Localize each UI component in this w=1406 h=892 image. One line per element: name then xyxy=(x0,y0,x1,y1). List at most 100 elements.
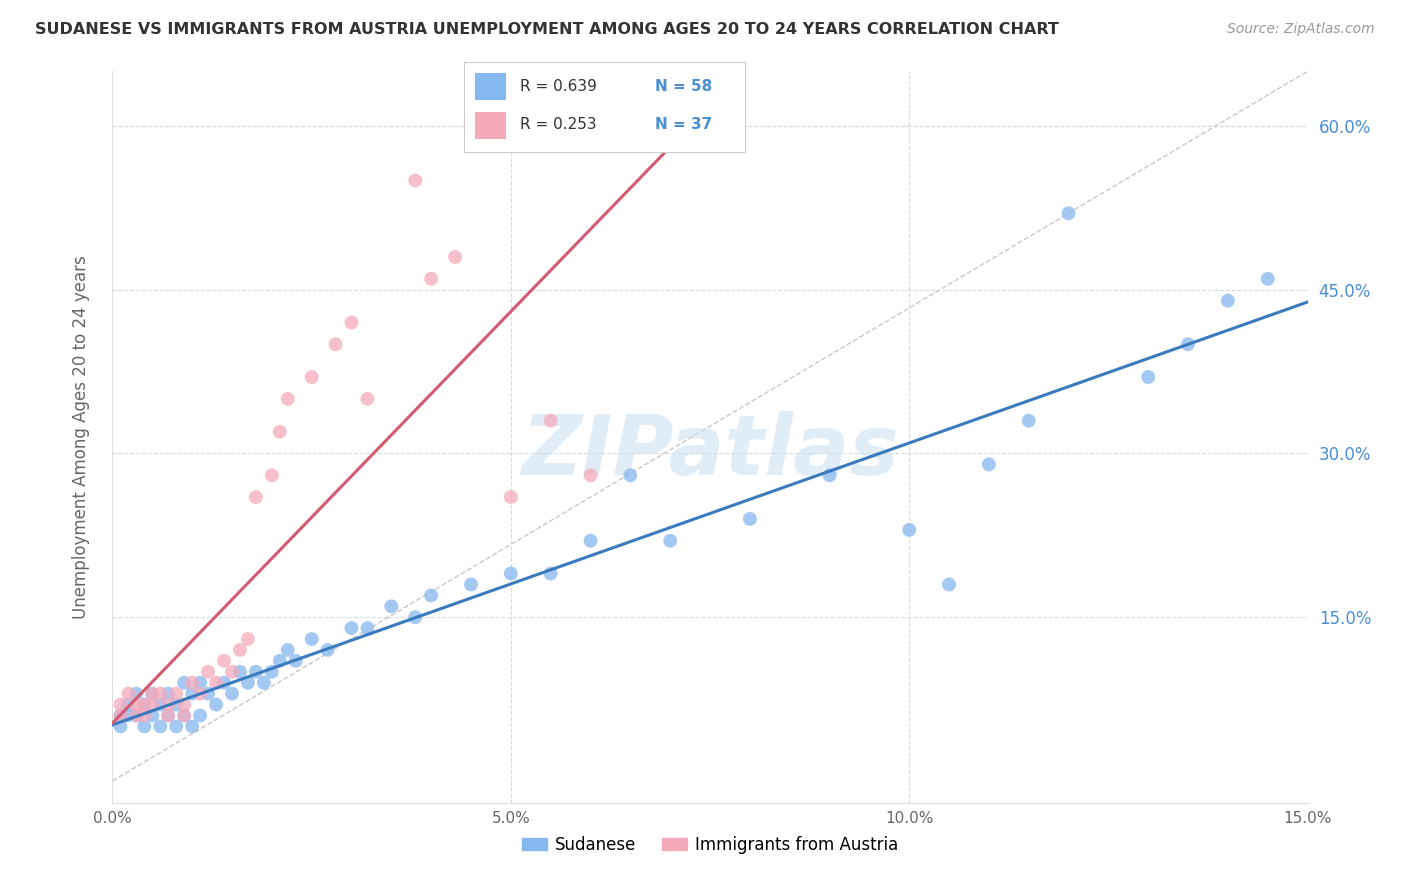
Point xyxy=(898,523,921,537)
Point xyxy=(499,566,522,581)
FancyBboxPatch shape xyxy=(475,73,506,100)
Point xyxy=(134,708,156,723)
Point xyxy=(117,708,139,723)
Point xyxy=(380,599,402,614)
Point xyxy=(1057,206,1080,220)
Point xyxy=(173,708,195,723)
Point xyxy=(165,687,187,701)
Point xyxy=(229,665,252,679)
Point xyxy=(977,458,1000,472)
Point xyxy=(1137,370,1160,384)
Point xyxy=(125,687,148,701)
Point xyxy=(236,632,259,646)
Point xyxy=(1018,414,1040,428)
Point xyxy=(149,687,172,701)
Point xyxy=(165,719,187,733)
Point xyxy=(188,708,211,723)
Point xyxy=(316,643,339,657)
Point xyxy=(579,533,602,548)
Point xyxy=(245,665,267,679)
Point xyxy=(818,468,841,483)
Point xyxy=(141,687,163,701)
Point xyxy=(125,698,148,712)
Point xyxy=(269,425,291,439)
Point xyxy=(420,588,443,602)
Point xyxy=(212,675,235,690)
Point xyxy=(269,654,291,668)
Point xyxy=(301,632,323,646)
Text: R = 0.639: R = 0.639 xyxy=(520,79,598,94)
Point xyxy=(229,643,252,657)
Point xyxy=(420,272,443,286)
Point xyxy=(157,708,180,723)
Point xyxy=(197,665,219,679)
Point xyxy=(284,654,307,668)
Point xyxy=(173,708,195,723)
Point xyxy=(404,610,426,624)
Point xyxy=(1216,293,1239,308)
Point xyxy=(619,468,641,483)
Point xyxy=(1257,272,1279,286)
Point xyxy=(181,719,204,733)
Point xyxy=(356,621,378,635)
Point xyxy=(188,687,211,701)
Point xyxy=(134,698,156,712)
Point xyxy=(236,675,259,690)
Point xyxy=(659,533,682,548)
Point xyxy=(260,468,283,483)
Point xyxy=(157,698,180,712)
Point xyxy=(173,698,195,712)
Point xyxy=(117,687,139,701)
Point xyxy=(444,250,467,264)
Point xyxy=(499,490,522,504)
Point xyxy=(149,698,172,712)
Point xyxy=(277,392,299,406)
Point xyxy=(738,512,761,526)
Point xyxy=(540,566,562,581)
Point xyxy=(197,687,219,701)
Point xyxy=(245,490,267,504)
Point xyxy=(460,577,482,591)
Point xyxy=(157,708,180,723)
Text: N = 37: N = 37 xyxy=(655,118,713,132)
Text: R = 0.253: R = 0.253 xyxy=(520,118,596,132)
Text: Source: ZipAtlas.com: Source: ZipAtlas.com xyxy=(1227,22,1375,37)
Point xyxy=(260,665,283,679)
Point xyxy=(340,621,363,635)
Point xyxy=(325,337,347,351)
Point xyxy=(404,173,426,187)
Point xyxy=(579,468,602,483)
Point xyxy=(181,675,204,690)
Point xyxy=(205,675,228,690)
Point xyxy=(110,698,132,712)
Point xyxy=(141,708,163,723)
Point xyxy=(110,708,132,723)
Legend: Sudanese, Immigrants from Austria: Sudanese, Immigrants from Austria xyxy=(515,829,905,860)
Point xyxy=(149,719,172,733)
Point xyxy=(141,698,163,712)
Point xyxy=(340,315,363,329)
Point xyxy=(221,687,243,701)
Point xyxy=(212,654,235,668)
Point xyxy=(110,708,132,723)
Point xyxy=(125,708,148,723)
Point xyxy=(253,675,276,690)
Point xyxy=(205,698,228,712)
Point xyxy=(125,708,148,723)
Point xyxy=(301,370,323,384)
Point xyxy=(165,698,187,712)
Y-axis label: Unemployment Among Ages 20 to 24 years: Unemployment Among Ages 20 to 24 years xyxy=(72,255,90,619)
Point xyxy=(356,392,378,406)
Point xyxy=(110,719,132,733)
Point xyxy=(134,698,156,712)
Point xyxy=(277,643,299,657)
Point xyxy=(117,698,139,712)
Point xyxy=(221,665,243,679)
Text: ZIPatlas: ZIPatlas xyxy=(522,411,898,492)
Text: SUDANESE VS IMMIGRANTS FROM AUSTRIA UNEMPLOYMENT AMONG AGES 20 TO 24 YEARS CORRE: SUDANESE VS IMMIGRANTS FROM AUSTRIA UNEM… xyxy=(35,22,1059,37)
Point xyxy=(540,414,562,428)
Point xyxy=(173,675,195,690)
FancyBboxPatch shape xyxy=(475,112,506,139)
Point xyxy=(157,687,180,701)
Point xyxy=(134,719,156,733)
